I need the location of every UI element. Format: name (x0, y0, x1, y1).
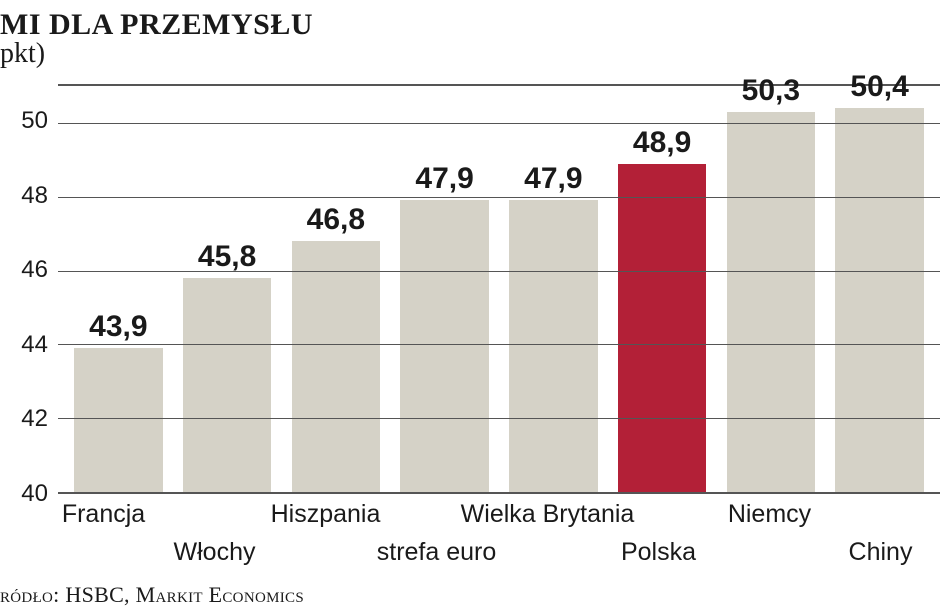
x-axis-label: Niemcy (728, 500, 811, 529)
bar-rect (509, 200, 598, 492)
bar-rect (727, 112, 816, 492)
bar-column: 47,9 (394, 86, 495, 492)
bar-rect (618, 164, 707, 492)
grid-line (58, 344, 940, 345)
y-axis: 404244464850 (10, 84, 54, 494)
bar-chart: 404244464850 43,945,846,847,947,948,950,… (10, 84, 940, 494)
bar-column: 50,3 (721, 86, 822, 492)
bar-rect (183, 278, 272, 492)
bar-column: 47,9 (503, 86, 604, 492)
grid-line (58, 271, 940, 272)
y-tick-label: 48 (21, 182, 48, 210)
grid-line (58, 197, 940, 198)
bars-container: 43,9 45,8 46,8 47,9 47,9 48,9 50,350,4 (58, 86, 940, 492)
x-axis-labels: Francja Włochy Hiszpania strefa euro Wielka … (48, 500, 936, 580)
y-tick-label: 46 (21, 256, 48, 284)
y-tick-label: 50 (21, 107, 48, 135)
bar-rect (400, 200, 489, 492)
bar-rect (74, 348, 163, 492)
bar-column: 43,9 (68, 86, 169, 492)
chart-title-line2: pkt) (0, 38, 936, 70)
grid-line (58, 418, 940, 419)
chart-title-block: MI dla przemysłu pkt) (0, 8, 936, 70)
bar-column: 48,9 (612, 86, 713, 492)
y-tick-label: 44 (21, 331, 48, 359)
bar-column: 46,8 (286, 86, 387, 492)
x-axis-label: Hiszpania (271, 500, 381, 529)
chart-title-line1: MI dla przemysłu (0, 8, 936, 42)
bar-value-label: 46,8 (307, 203, 365, 237)
x-axis-label: Polska (621, 538, 696, 567)
bar-value-label: 48,9 (633, 126, 691, 160)
grid-line (58, 123, 940, 124)
x-axis-label: Francja (62, 500, 145, 529)
plot-area: 43,9 45,8 46,8 47,9 47,9 48,9 50,350,4 (58, 84, 940, 494)
bar-value-label: 45,8 (198, 240, 256, 274)
bar-column: 45,8 (177, 86, 278, 492)
bar-value-label: 47,9 (415, 162, 473, 196)
bar-value-label: 50,3 (742, 74, 800, 108)
bar-rect (292, 241, 381, 492)
bar-value-label: 47,9 (524, 162, 582, 196)
x-axis-label: Włochy (174, 538, 256, 567)
bar-value-label: 50,4 (850, 70, 908, 104)
bar-rect (835, 108, 924, 492)
x-axis-label: strefa euro (377, 538, 497, 567)
bar-value-label: 43,9 (89, 310, 147, 344)
bar-column: 50,4 (829, 86, 930, 492)
x-axis-label: Chiny (849, 538, 913, 567)
y-tick-label: 40 (21, 480, 48, 508)
x-axis-label: Wielka Brytania (461, 500, 635, 529)
source-text: ródło: HSBC, Markit Economics (0, 582, 936, 608)
y-tick-label: 42 (21, 405, 48, 433)
